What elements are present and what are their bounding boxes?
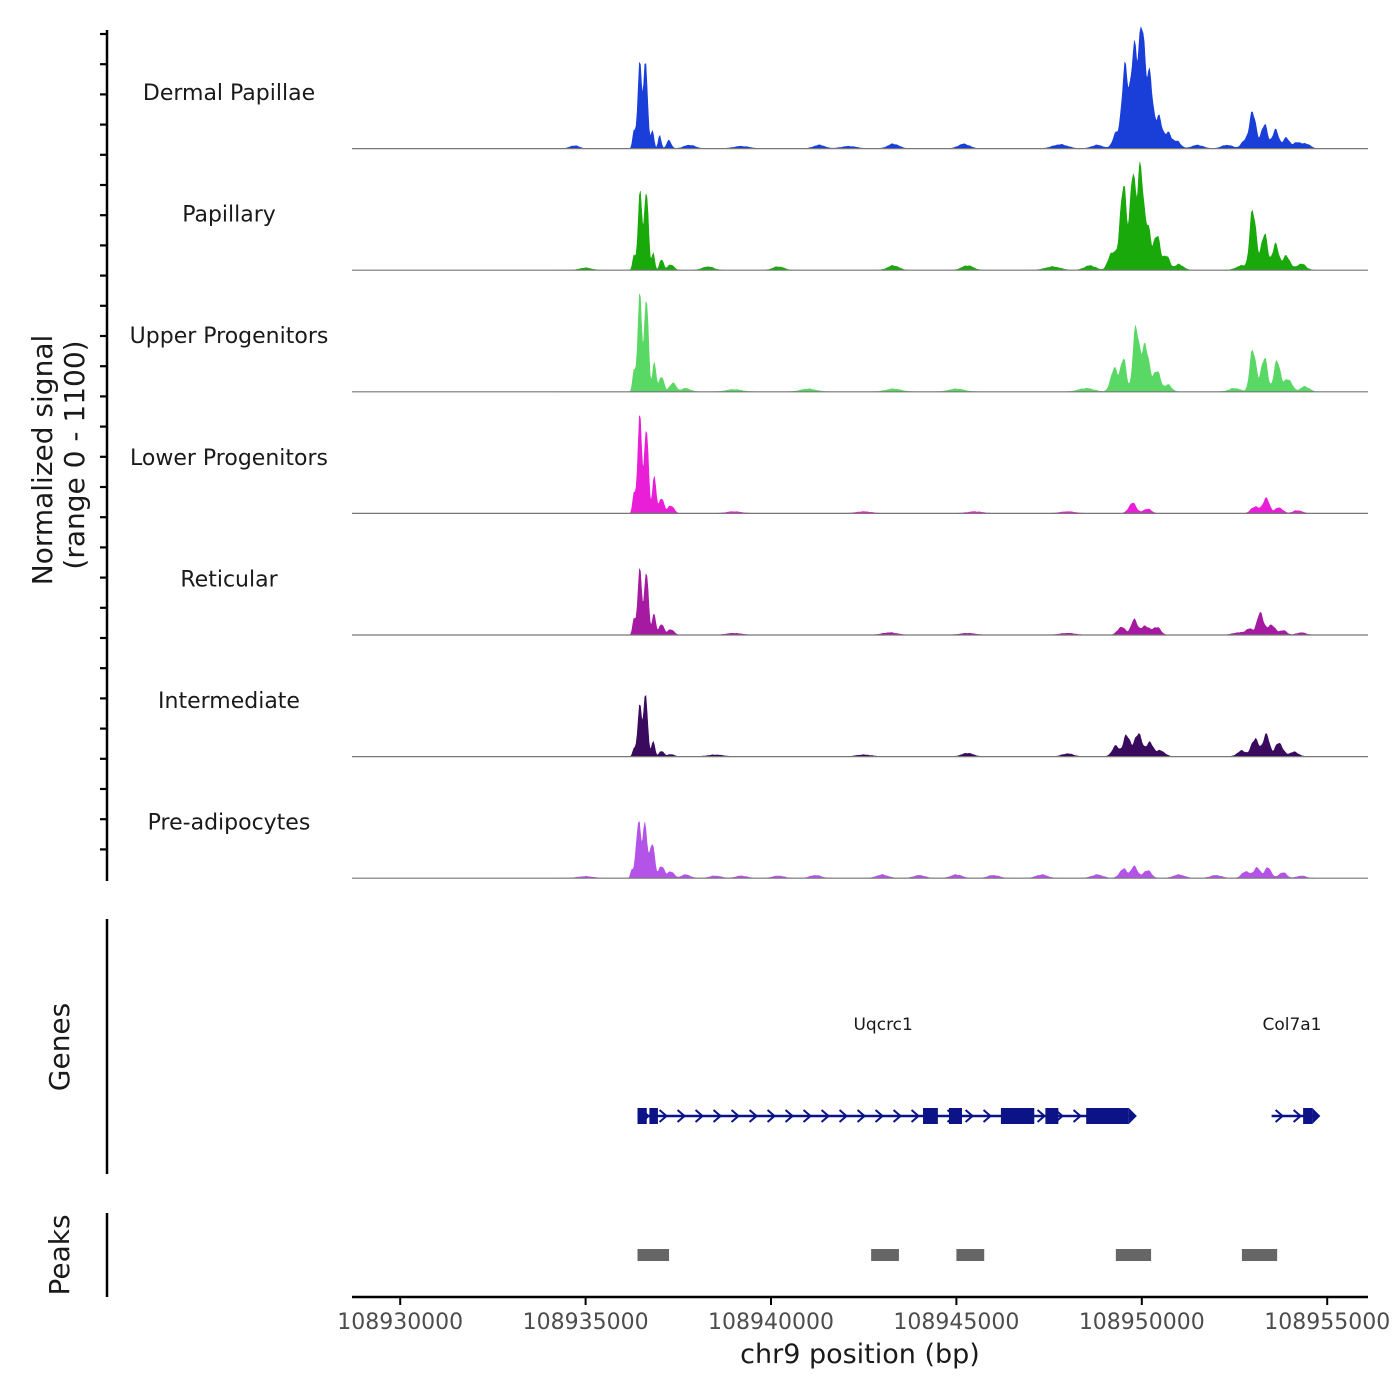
strand-arrow	[766, 1109, 777, 1123]
strand-arrow	[838, 1109, 849, 1123]
gene-end-arrow	[1312, 1108, 1321, 1124]
track-signal-area	[555, 695, 1315, 757]
x-tick-label: 108935000	[523, 1310, 649, 1335]
gene-exon	[1000, 1108, 1035, 1124]
peak-region	[637, 1249, 670, 1261]
strand-arrow	[910, 1109, 921, 1123]
strand-arrow	[748, 1109, 759, 1123]
track-label: Reticular	[180, 567, 278, 592]
strand-arrow	[694, 1109, 705, 1123]
track-label: Dermal Papillae	[143, 81, 315, 106]
y-axis-title-line1: Normalized signal	[26, 335, 59, 586]
strand-arrow	[856, 1109, 867, 1123]
strand-arrow	[802, 1109, 813, 1123]
peaks-axis-title: Peaks	[43, 1214, 76, 1295]
x-axis: 108930000 108935000 108940000 108945000 1089…	[337, 1295, 1390, 1335]
gene-annotation-track: Uqcrc1 Col7a1	[637, 1015, 1322, 1124]
peak-region	[1241, 1249, 1278, 1261]
peak-region	[1115, 1249, 1152, 1261]
track-signal-area	[555, 161, 1315, 271]
track-6: Pre-adipocytes	[148, 811, 1368, 879]
track-label: Papillary	[182, 203, 276, 228]
peak-region-track	[637, 1249, 1278, 1261]
gene-label: Uqcrc1	[853, 1015, 912, 1035]
gene-label: Col7a1	[1262, 1015, 1321, 1035]
strand-arrow	[1274, 1109, 1285, 1123]
peak-region	[956, 1249, 985, 1261]
left-axes	[100, 30, 109, 1297]
strand-arrow	[892, 1109, 903, 1123]
track-signal-area	[555, 567, 1315, 636]
strand-arrow	[730, 1109, 741, 1123]
gene-exon	[1303, 1108, 1313, 1124]
gene-exon	[1045, 1108, 1059, 1124]
track-0: Dermal Papillae	[143, 26, 1368, 150]
gene-end-arrow	[1128, 1108, 1137, 1124]
strand-arrow	[712, 1109, 723, 1123]
gene-exon	[948, 1108, 962, 1124]
strand-arrow	[784, 1109, 795, 1123]
gene-exon	[923, 1108, 938, 1124]
strand-arrow	[676, 1109, 687, 1123]
y-axis-title-line2: (range 0 - 1100)	[58, 340, 91, 569]
strand-arrow	[658, 1109, 669, 1123]
x-tick-label: 108940000	[708, 1310, 834, 1335]
track-4: Reticular	[180, 567, 1368, 636]
strand-arrow	[1292, 1109, 1303, 1123]
track-signal-area	[555, 26, 1315, 149]
peak-region	[871, 1249, 899, 1261]
track-2: Upper Progenitors	[130, 293, 1368, 393]
track-3: Lower Progenitors	[130, 415, 1368, 515]
track-signal-area	[555, 820, 1315, 879]
gene-exon	[649, 1108, 658, 1124]
strand-arrow	[874, 1109, 885, 1123]
track-label: Intermediate	[158, 689, 300, 714]
track-label: Lower Progenitors	[130, 446, 328, 471]
coverage-tracks: Dermal Papillae Papillary Upper Progenitor…	[130, 26, 1368, 879]
track-5: Intermediate	[158, 689, 1368, 758]
strand-arrow	[1036, 1109, 1047, 1123]
x-tick-label: 108945000	[893, 1310, 1019, 1335]
strand-arrow	[982, 1109, 993, 1123]
track-label: Upper Progenitors	[130, 324, 329, 349]
strand-arrow	[820, 1109, 831, 1123]
x-tick-label: 108930000	[337, 1310, 463, 1335]
track-label: Pre-adipocytes	[148, 811, 311, 836]
x-axis-title: chr9 position (bp)	[740, 1339, 980, 1370]
x-tick-label: 108950000	[1079, 1310, 1205, 1335]
gene-Uqcrc1: Uqcrc1	[637, 1015, 1137, 1124]
track-signal-area	[555, 415, 1315, 514]
genes-axis-title: Genes	[43, 1003, 76, 1091]
gene-Col7a1: Col7a1	[1262, 1015, 1322, 1124]
strand-arrow	[1072, 1109, 1083, 1123]
track-1: Papillary	[182, 161, 1368, 271]
x-tick-label: 108955000	[1264, 1310, 1390, 1335]
strand-arrow	[964, 1109, 975, 1123]
gene-exon	[637, 1108, 647, 1124]
track-signal-area	[555, 293, 1315, 393]
gene-exon	[1086, 1108, 1129, 1124]
